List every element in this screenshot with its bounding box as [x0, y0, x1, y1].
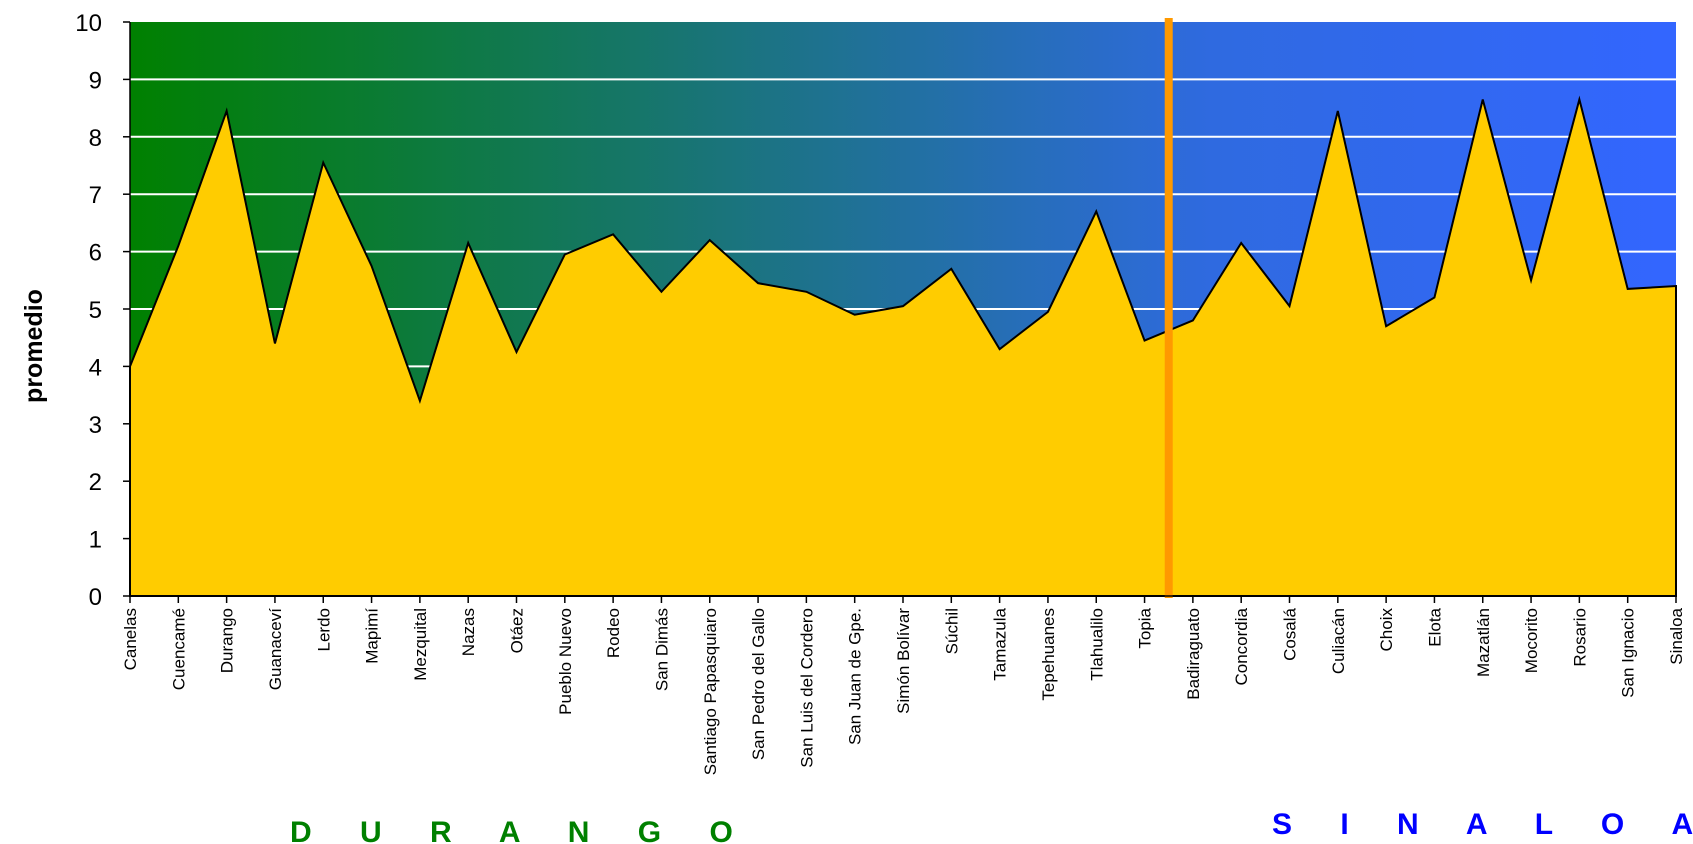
- x-tick-label: Cuencamé: [169, 608, 188, 690]
- y-axis-ticks: 0 1 2 3 4 5 6 7 8 9 10: [75, 10, 130, 611]
- x-tick-label: Otáez: [508, 608, 527, 653]
- x-tick-label: Durango: [218, 608, 237, 673]
- x-tick-label: Súchil: [942, 608, 961, 654]
- y-tick-label: 10: [75, 10, 102, 37]
- x-tick-label: Tamazula: [991, 607, 1010, 680]
- region-label-durango: D U R A N G O: [290, 816, 753, 844]
- x-axis-ticks: Canelas Cuencamé Durango Guanaceví Lerdo Mapi…: [121, 596, 1686, 775]
- y-tick-label: 1: [89, 527, 102, 554]
- y-tick-label: 3: [89, 412, 102, 439]
- x-tick-label: Rosario: [1570, 608, 1589, 667]
- y-tick-label: 6: [89, 240, 102, 267]
- x-tick-label: San Ignacio: [1619, 608, 1638, 698]
- y-axis-label: promedio: [20, 289, 48, 403]
- x-tick-label: Topia: [1136, 607, 1155, 648]
- x-tick-label: San Juan de Gpe.: [846, 608, 865, 745]
- x-tick-label: Rodeo: [604, 608, 623, 658]
- x-tick-label: Culiacán: [1329, 608, 1348, 674]
- x-tick-label: Pueblo Nuevo: [556, 608, 575, 715]
- x-tick-label: Canelas: [121, 608, 140, 670]
- x-tick-label: Lerdo: [314, 608, 333, 651]
- x-tick-label: San Pedro del Gallo: [749, 608, 768, 760]
- x-tick-label: Guanaceví: [266, 608, 285, 690]
- x-tick-label: Mocorito: [1522, 608, 1541, 673]
- x-tick-label: Badiraguato: [1184, 608, 1203, 700]
- x-tick-label: Tepehuanes: [1039, 608, 1058, 701]
- x-tick-label: Santiago Papasquiaro: [701, 608, 720, 775]
- y-tick-label: 5: [89, 297, 102, 324]
- data-area: [129, 95, 1677, 597]
- y-tick-label: 0: [89, 584, 102, 611]
- y-tick-label: 4: [89, 354, 102, 381]
- y-tick-label: 8: [89, 125, 102, 152]
- y-tick-label: 9: [89, 67, 102, 94]
- y-tick-label: 7: [89, 182, 102, 209]
- y-tick-label: 2: [89, 469, 102, 496]
- x-tick-label: San Luis del Cordero: [797, 608, 816, 768]
- x-tick-label: Mapimí: [363, 608, 382, 664]
- x-tick-label: Tlahualilo: [1087, 608, 1106, 681]
- x-tick-label: San Dimás: [652, 608, 671, 691]
- x-tick-label: Elota: [1425, 607, 1444, 646]
- x-tick-label: Mazatlán: [1474, 608, 1493, 677]
- x-tick-label: Nazas: [459, 608, 478, 656]
- x-tick-label: Simón Bolívar: [894, 608, 913, 714]
- x-tick-label: Choix: [1377, 608, 1396, 652]
- x-tick-label: Mezquital: [411, 608, 430, 681]
- x-tick-label: Cosalá: [1281, 607, 1300, 660]
- x-tick-label: Sinaloa: [1667, 607, 1686, 664]
- x-tick-label: Concordia: [1232, 607, 1251, 685]
- region-label-sinaloa: S I N A L O A: [1272, 808, 1693, 841]
